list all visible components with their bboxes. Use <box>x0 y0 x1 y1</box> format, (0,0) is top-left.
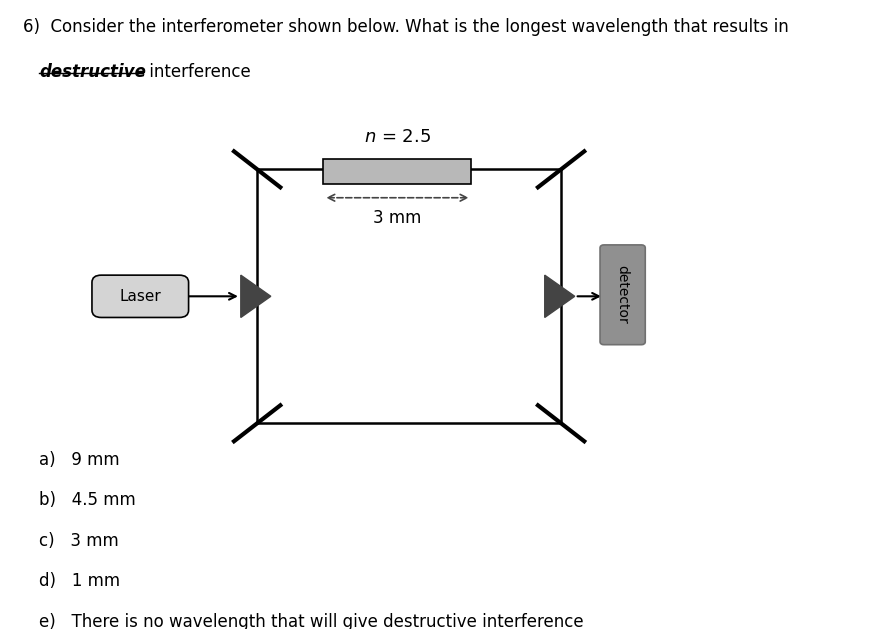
Text: Laser: Laser <box>119 289 161 304</box>
Polygon shape <box>241 275 271 318</box>
Text: interference: interference <box>144 64 250 82</box>
Text: a)   9 mm: a) 9 mm <box>39 450 120 469</box>
Text: 6)  Consider the interferometer shown below. What is the longest wavelength that: 6) Consider the interferometer shown bel… <box>24 18 789 36</box>
FancyBboxPatch shape <box>92 275 189 318</box>
Text: b)   4.5 mm: b) 4.5 mm <box>39 491 136 509</box>
Text: detector: detector <box>616 265 630 324</box>
FancyBboxPatch shape <box>600 245 646 345</box>
Text: d)   1 mm: d) 1 mm <box>39 572 120 590</box>
Polygon shape <box>545 275 575 318</box>
FancyBboxPatch shape <box>324 159 472 184</box>
Text: c)   3 mm: c) 3 mm <box>39 532 119 550</box>
Text: destructive: destructive <box>39 64 146 82</box>
Text: e)   There is no wavelength that will give destructive interference: e) There is no wavelength that will give… <box>39 613 584 629</box>
Text: $n$ = 2.5: $n$ = 2.5 <box>364 128 431 146</box>
Text: 3 mm: 3 mm <box>373 209 422 226</box>
